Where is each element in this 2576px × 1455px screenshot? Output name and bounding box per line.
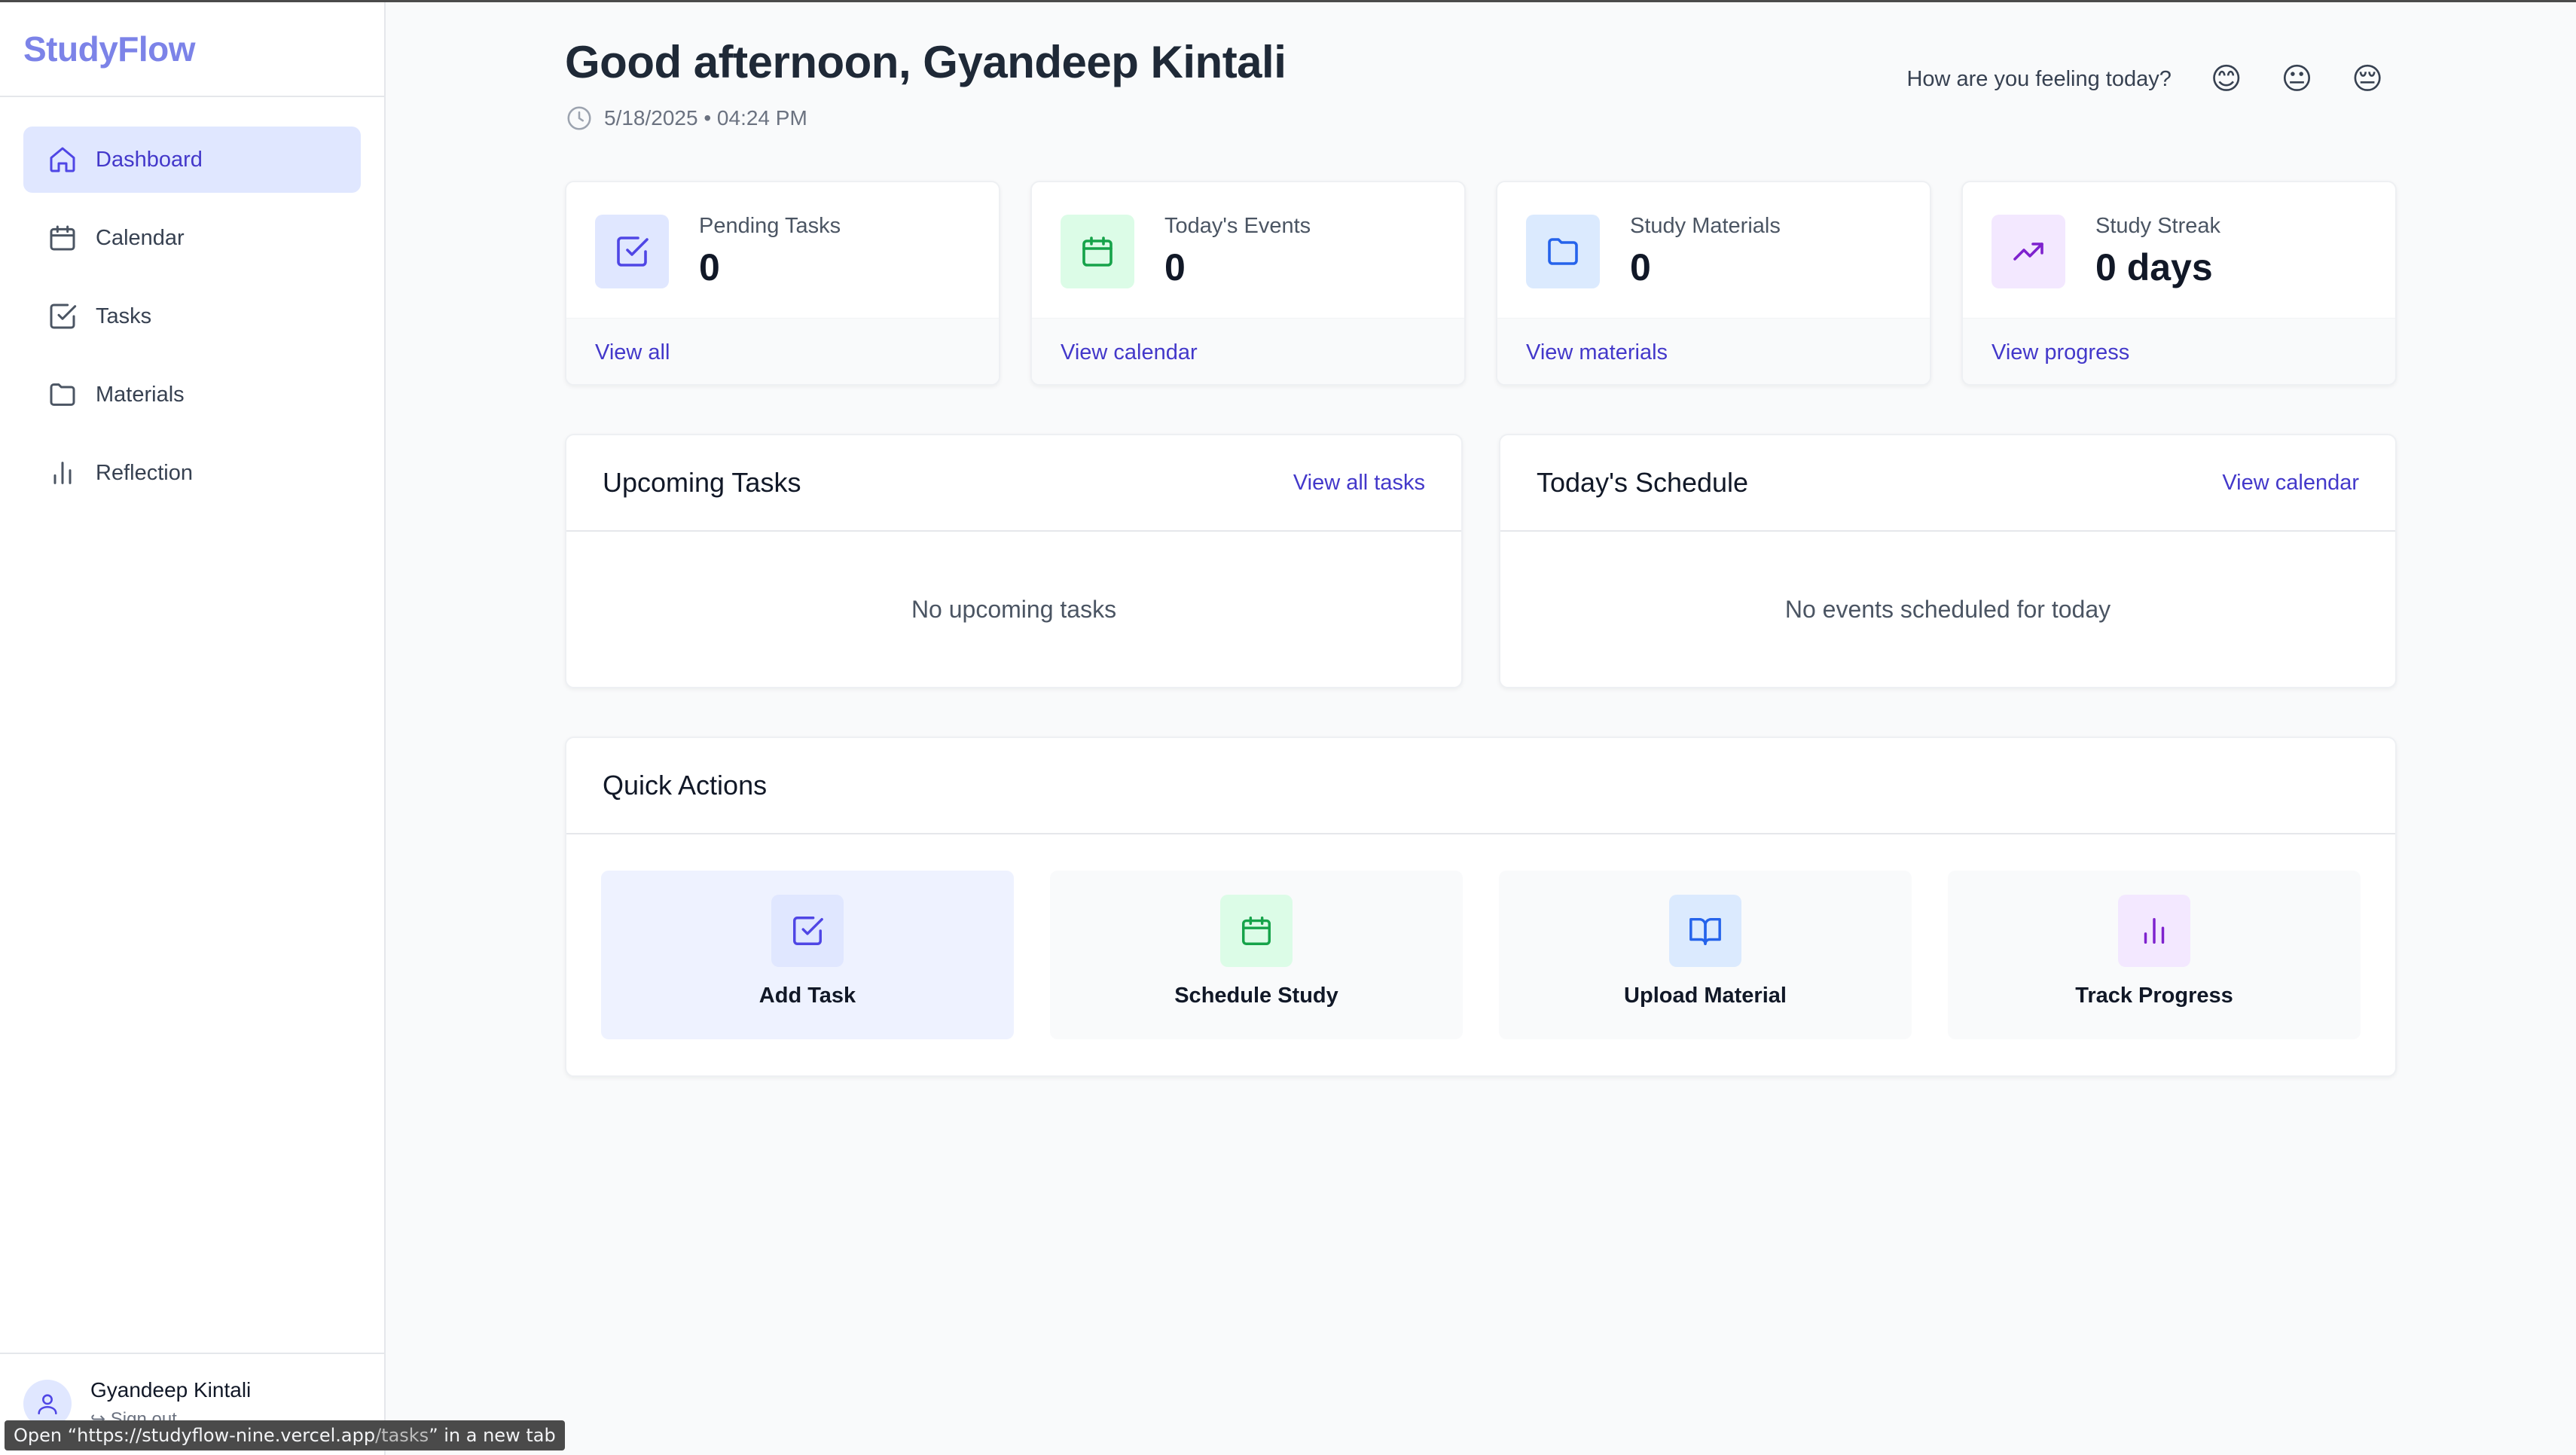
view-materials-link[interactable]: View materials bbox=[1526, 340, 1668, 365]
sidebar-item-materials[interactable]: Materials bbox=[23, 361, 361, 428]
bar-chart-icon bbox=[47, 458, 78, 488]
sidebar-item-dashboard[interactable]: Dashboard bbox=[23, 127, 361, 193]
status-url-suffix: ” in a new tab bbox=[429, 1425, 556, 1446]
stat-footer: View progress bbox=[1963, 318, 2395, 384]
calendar-icon bbox=[1220, 895, 1293, 967]
stat-value: 0 bbox=[1630, 246, 1651, 288]
stat-card-todays-events: Today's Events 0 View calendar bbox=[1030, 181, 1466, 386]
sidebar-item-label: Reflection bbox=[96, 460, 193, 485]
clock-icon bbox=[567, 106, 591, 130]
mood-sad-button[interactable]: 😔 bbox=[2352, 62, 2383, 96]
logo-area: StudyFlow bbox=[0, 2, 384, 97]
trending-up-icon bbox=[1992, 215, 2065, 288]
mood-happy-button[interactable]: 😊 bbox=[2210, 62, 2242, 96]
empty-state: No events scheduled for today bbox=[1784, 595, 2111, 623]
folder-icon bbox=[47, 380, 78, 410]
view-all-link[interactable]: View all bbox=[595, 340, 670, 365]
sidebar-item-label: Dashboard bbox=[96, 147, 203, 172]
sidebar-item-label: Materials bbox=[96, 382, 185, 407]
mood-neutral-button[interactable]: 😐 bbox=[2281, 62, 2313, 96]
stat-card-study-streak: Study Streak 0 days View progress bbox=[1961, 181, 2397, 386]
sidebar-item-label: Calendar bbox=[96, 225, 185, 250]
upload-material-button[interactable]: Upload Material bbox=[1499, 871, 1912, 1039]
panel-header: Today's Schedule View calendar bbox=[1500, 435, 2395, 532]
folder-icon bbox=[1526, 215, 1600, 288]
panel-header: Upcoming Tasks View all tasks bbox=[566, 435, 1461, 532]
datetime-text: 5/18/2025 • 04:24 PM bbox=[604, 106, 807, 130]
sidebar-item-tasks[interactable]: Tasks bbox=[23, 283, 361, 349]
view-all-tasks-link[interactable]: View all tasks bbox=[1293, 470, 1425, 495]
calendar-icon bbox=[47, 223, 78, 253]
check-square-icon bbox=[771, 895, 844, 967]
view-progress-link[interactable]: View progress bbox=[1992, 340, 2130, 365]
check-square-icon bbox=[595, 215, 669, 288]
view-calendar-link[interactable]: View calendar bbox=[2222, 470, 2359, 495]
stat-label: Pending Tasks bbox=[699, 214, 841, 238]
panel-title: Quick Actions bbox=[603, 770, 768, 801]
stat-card-study-materials: Study Materials 0 View materials bbox=[1496, 181, 1931, 386]
user-name: Gyandeep Kintali bbox=[90, 1378, 252, 1402]
stat-label: Today's Events bbox=[1164, 214, 1311, 238]
stat-footer: View materials bbox=[1497, 318, 1930, 384]
schedule-study-button[interactable]: Schedule Study bbox=[1050, 871, 1463, 1039]
stat-value: 0 bbox=[699, 246, 720, 288]
book-open-icon bbox=[1669, 895, 1741, 967]
window-top-border bbox=[0, 0, 2576, 2]
avatar[interactable] bbox=[23, 1380, 72, 1428]
current-datetime: 5/18/2025 • 04:24 PM bbox=[565, 104, 807, 133]
panel-header: Quick Actions bbox=[566, 738, 2395, 834]
app-logo[interactable]: StudyFlow bbox=[23, 29, 196, 69]
stat-value: 0 days bbox=[2095, 246, 2213, 288]
quick-action-label: Schedule Study bbox=[1174, 984, 1338, 1008]
home-icon bbox=[47, 145, 78, 175]
sidebar-item-reflection[interactable]: Reflection bbox=[23, 440, 361, 506]
status-url-path: /tasks bbox=[375, 1425, 429, 1446]
mood-selector: How are you feeling today? 😊 😐 😔 bbox=[1906, 62, 2383, 96]
stat-footer: View calendar bbox=[1032, 318, 1464, 384]
panel-title: Today's Schedule bbox=[1537, 467, 1749, 498]
quick-action-label: Track Progress bbox=[2075, 984, 2233, 1008]
stat-label: Study Materials bbox=[1630, 214, 1781, 238]
quick-action-label: Add Task bbox=[758, 984, 856, 1008]
sidebar-nav: Dashboard Calendar Tasks Materials Refle… bbox=[0, 97, 384, 506]
mood-prompt: How are you feeling today? bbox=[1906, 66, 2172, 91]
sidebar-item-calendar[interactable]: Calendar bbox=[23, 205, 361, 271]
user-icon bbox=[38, 1394, 57, 1415]
status-url-prefix: Open “https://studyflow-nine.vercel.app bbox=[14, 1425, 376, 1446]
stat-footer: View all bbox=[566, 318, 999, 384]
empty-state: No upcoming tasks bbox=[911, 595, 1117, 623]
quick-action-label: Upload Material bbox=[1624, 984, 1787, 1008]
track-progress-button[interactable]: Track Progress bbox=[1948, 871, 2361, 1039]
view-calendar-link[interactable]: View calendar bbox=[1061, 340, 1198, 365]
add-task-button[interactable]: Add Task bbox=[601, 871, 1014, 1039]
link-status-tooltip: Open “https://studyflow-nine.vercel.app /… bbox=[5, 1420, 565, 1450]
sidebar: StudyFlow Dashboard Calendar Tasks Mater… bbox=[0, 2, 386, 1455]
stat-card-pending-tasks: Pending Tasks 0 View all bbox=[565, 181, 1000, 386]
stat-value: 0 bbox=[1164, 246, 1186, 288]
page-title: Good afternoon, Gyandeep Kintali bbox=[565, 37, 1286, 87]
stat-label: Study Streak bbox=[2095, 214, 2221, 238]
bar-chart-icon bbox=[2118, 895, 2190, 967]
upcoming-tasks-panel: Upcoming Tasks View all tasks No upcomin… bbox=[565, 434, 1463, 688]
todays-schedule-panel: Today's Schedule View calendar No events… bbox=[1499, 434, 2397, 688]
panel-title: Upcoming Tasks bbox=[603, 467, 801, 498]
sidebar-item-label: Tasks bbox=[96, 304, 152, 328]
check-square-icon bbox=[47, 301, 78, 331]
calendar-icon bbox=[1061, 215, 1134, 288]
